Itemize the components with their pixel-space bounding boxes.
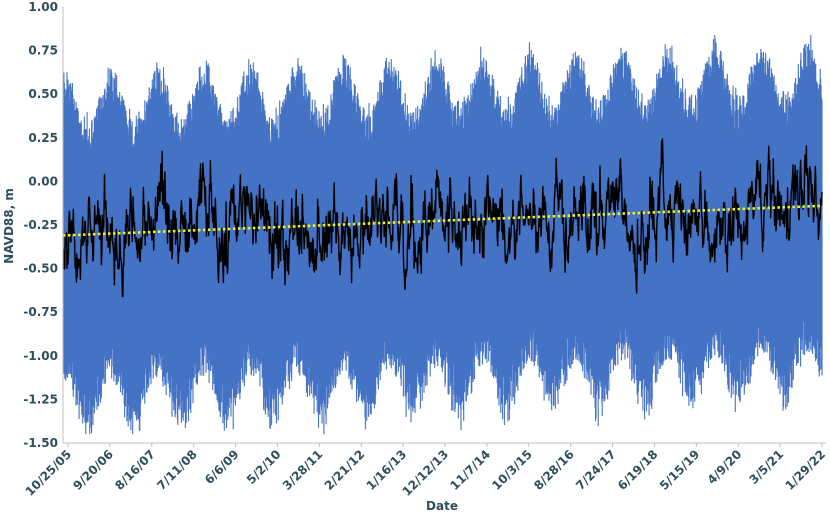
x-tick-label: 8/16/07 — [112, 447, 158, 493]
x-tick-label: 8/28/16 — [531, 447, 577, 493]
x-tick-label: 7/24/17 — [573, 447, 619, 493]
x-tick-label: 3/5/21 — [747, 447, 787, 487]
y-tick-label: -0.25 — [23, 218, 58, 232]
x-tick-label: 1/29/22 — [783, 447, 829, 493]
x-tick-label: 10/3/15 — [489, 447, 535, 493]
x-tick-label: 5/15/19 — [657, 447, 703, 493]
y-tick-label: -1.00 — [23, 349, 58, 363]
y-tick-label: 0.00 — [28, 174, 58, 188]
x-tick-label: 4/9/20 — [705, 447, 745, 487]
y-tick-label: 0.50 — [28, 87, 58, 101]
x-axis-title: Date — [426, 499, 458, 513]
x-tick-label: 11/7/14 — [447, 447, 493, 493]
mean-series — [62, 138, 823, 298]
y-tick-label: 1.00 — [28, 0, 58, 14]
y-tick-label: -0.50 — [23, 262, 58, 276]
x-tick-label: 3/28/11 — [280, 447, 326, 493]
y-tick-label: 0.75 — [28, 44, 58, 58]
x-tick-label: 6/6/09 — [202, 447, 242, 487]
trend-line — [62, 204, 823, 237]
x-tick-label: 5/2/10 — [244, 447, 284, 487]
x-tick-label: 10/25/05 — [23, 447, 75, 499]
x-tick-label: 12/12/13 — [400, 447, 452, 499]
y-tick-label: -0.75 — [23, 305, 58, 319]
x-tick-label: 9/20/06 — [70, 447, 116, 493]
y-tick-label: -1.50 — [23, 436, 58, 450]
x-tick-label: 7/11/08 — [154, 447, 200, 493]
y-tick-label: 0.25 — [28, 131, 58, 145]
y-axis-title: NAVD88, m — [2, 188, 16, 264]
x-tick-label: 6/19/18 — [615, 447, 661, 493]
y-tick-label: -1.25 — [23, 392, 58, 406]
x-tick-label: 2/21/12 — [322, 447, 368, 493]
